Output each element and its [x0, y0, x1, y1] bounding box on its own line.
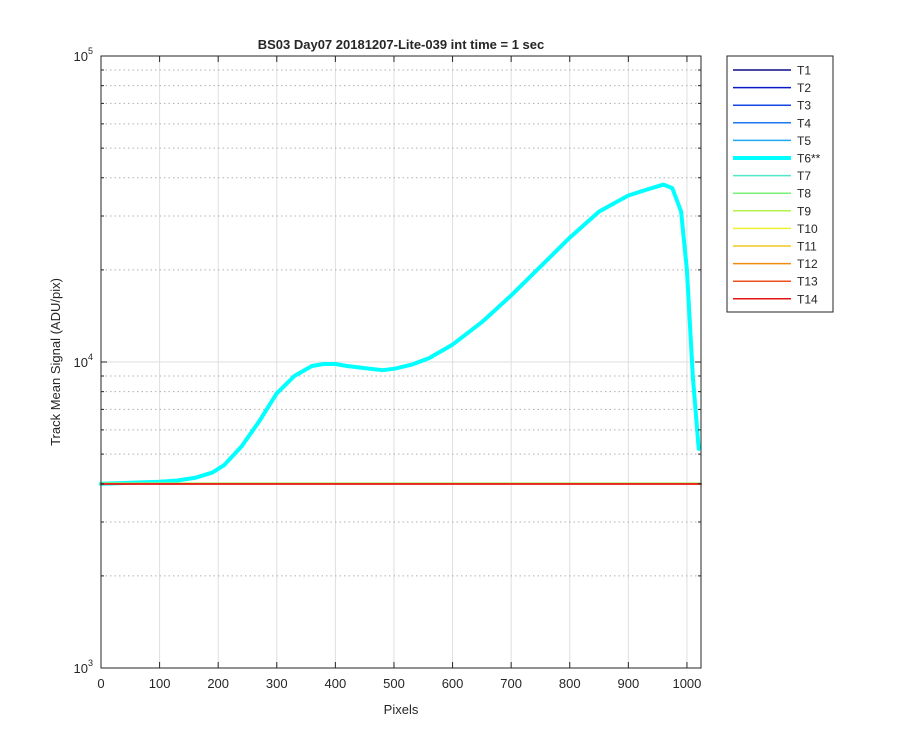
legend-entry-label: T7 — [797, 169, 811, 183]
x-tick-label: 600 — [442, 676, 464, 691]
x-tick-label: 1000 — [672, 676, 701, 691]
legend-entry-label: T1 — [797, 64, 811, 78]
series-line-t6 — [99, 182, 701, 486]
legend-entry-label: T4 — [797, 116, 811, 130]
x-tick-label: 300 — [266, 676, 288, 691]
x-tick-label: 0 — [97, 676, 104, 691]
x-tick-label: 700 — [500, 676, 522, 691]
series-layer — [99, 182, 702, 486]
legend-entry-label: T6** — [797, 152, 821, 166]
y-tick-label-base: 10 — [74, 661, 88, 676]
legend-entry-label: T10 — [797, 222, 818, 236]
x-axis-label: Pixels — [384, 702, 419, 717]
y-axis-label: Track Mean Signal (ADU/pix) — [48, 278, 63, 446]
legend-entry-label: T11 — [797, 240, 817, 254]
legend-entry-label: T2 — [797, 81, 811, 95]
legend-entry-label: T5 — [797, 134, 811, 148]
y-tick-label-exponent: 3 — [88, 658, 93, 668]
legend-entry-label: T12 — [797, 257, 818, 271]
legend: T1 T2 T3 T4 T5 T6** T7 T8 T9 T10 T11 T12 T13 T14 — [726, 55, 834, 313]
y-tick-label: 103 — [74, 658, 93, 676]
legend-entry-label: T3 — [797, 99, 811, 113]
y-tick-label-exponent: 5 — [88, 46, 93, 56]
legend-entry-label: T8 — [797, 187, 811, 201]
legend-entry-label: T13 — [797, 275, 818, 289]
x-axis-ticks: 0 100 200 300 400 500 600 700 800 900 1000 — [97, 56, 701, 691]
x-tick-label: 800 — [559, 676, 581, 691]
y-tick-label: 105 — [74, 46, 93, 64]
x-tick-label: 400 — [325, 676, 347, 691]
chart-title: BS03 Day07 20181207-Lite-039 int time = … — [258, 37, 545, 52]
y-tick-label: 104 — [74, 352, 93, 370]
y-tick-label-exponent: 4 — [88, 352, 93, 362]
x-tick-label: 900 — [617, 676, 639, 691]
y-tick-label-base: 10 — [74, 355, 88, 370]
x-tick-label: 200 — [207, 676, 229, 691]
y-tick-label-base: 10 — [74, 49, 88, 64]
legend-entry-label: T14 — [797, 292, 818, 306]
legend-entry-label: T9 — [797, 204, 811, 218]
x-tick-label: 100 — [149, 676, 171, 691]
x-tick-label: 500 — [383, 676, 405, 691]
